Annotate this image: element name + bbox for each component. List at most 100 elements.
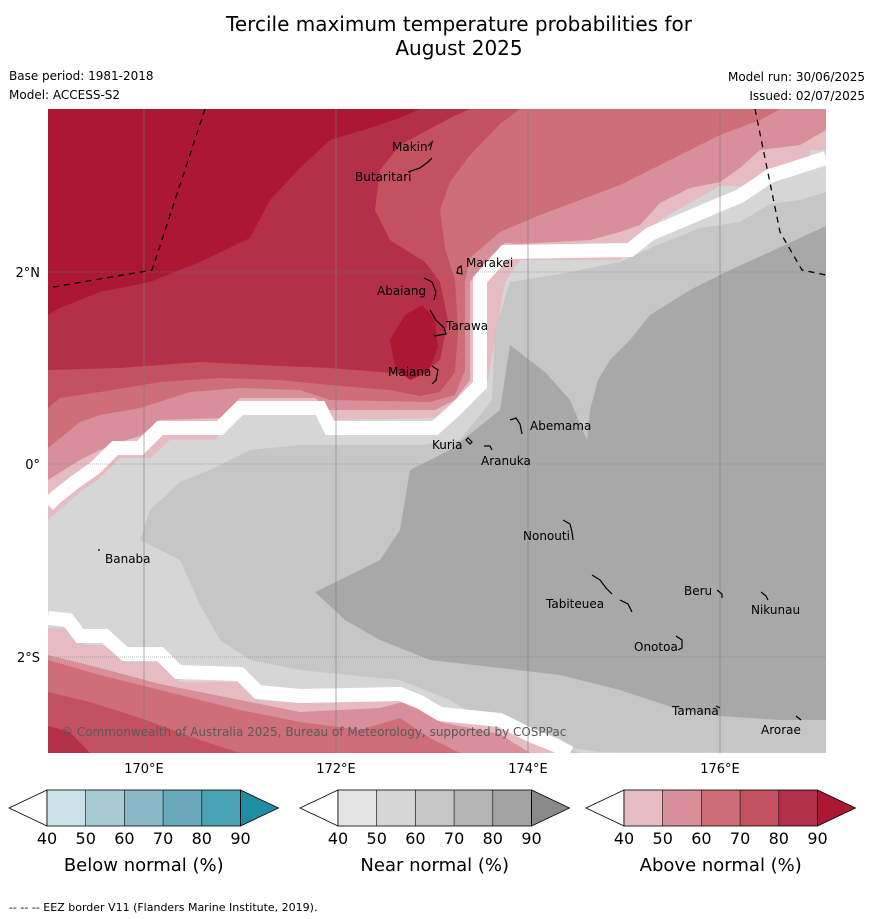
- model-run: Model run: 30/06/2025: [727, 70, 865, 84]
- near-normal-swatch: [376, 790, 416, 826]
- transition-gap-north: [48, 151, 826, 510]
- label-butaritari: Butaritari: [355, 170, 412, 184]
- transition-gap-south: [48, 611, 574, 753]
- island-butaritari: [407, 157, 433, 173]
- map-title-line2: August 2025: [395, 36, 523, 60]
- below-normal-tick-label: 90: [230, 829, 250, 848]
- label-beru: Beru: [684, 584, 712, 598]
- near-normal-tick-label: 60: [405, 829, 425, 848]
- map-title: Tercile maximum temperature probabilitie…: [0, 12, 873, 60]
- island-arorae: [795, 715, 802, 721]
- above-normal-90-core: [390, 305, 438, 380]
- lat-label-0: 0°: [25, 458, 40, 473]
- below-normal-swatch: [201, 790, 241, 826]
- label-tabiteuea: Tabiteuea: [545, 597, 604, 611]
- below-normal-tick-label: 50: [76, 829, 96, 848]
- above-normal-tick-label: 50: [653, 829, 673, 848]
- near-normal-tick-label: 50: [367, 829, 387, 848]
- above-normal-swatch: [778, 790, 818, 826]
- near-normal-70-region: [315, 226, 826, 720]
- near-normal-extend-low: [299, 789, 339, 827]
- island-nikunau: [760, 591, 769, 601]
- label-makin: Makin: [392, 140, 428, 154]
- island-maiana: [431, 365, 439, 385]
- island-makin: [427, 140, 434, 151]
- above-normal-swatch: [624, 790, 663, 826]
- island-nonouti: [562, 519, 574, 541]
- islands: [98, 140, 802, 721]
- above-normal-extend-high: [817, 789, 857, 827]
- issued-date: Issued: 02/07/2025: [749, 89, 865, 103]
- near-normal-tick-label: 90: [521, 829, 541, 848]
- label-abemama: Abemama: [530, 419, 591, 433]
- label-maiana: Maiana: [388, 365, 431, 379]
- above-normal-90-region: [48, 109, 420, 315]
- copyright-notice: © Commonwealth of Australia 2025, Bureau…: [61, 725, 566, 739]
- place-labels: Makin Butaritari Marakei Abaiang Tarawa …: [105, 140, 801, 737]
- label-arorae: Arorae: [761, 723, 801, 737]
- label-nikunau: Nikunau: [751, 603, 800, 617]
- near-normal-colorbar-title: Near normal (%): [360, 855, 509, 876]
- lon-label-174e: 174°E: [508, 762, 548, 777]
- above-normal-south-80-region: [48, 726, 90, 753]
- below-normal-extend-low: [8, 789, 48, 827]
- eez-border-east: [754, 109, 826, 276]
- eez-border: [48, 109, 826, 289]
- near-normal-tick-label: 40: [328, 829, 348, 848]
- above-normal-tick-label: 90: [807, 829, 827, 848]
- above-normal-extend-low: [585, 789, 625, 827]
- near-normal-swatch: [415, 790, 455, 826]
- above-normal-tick-label: 60: [691, 829, 711, 848]
- eez-legend-note: -- -- -- EEZ border V11 (Flanders Marine…: [9, 901, 318, 914]
- below-normal-tick-label: 70: [153, 829, 173, 848]
- above-normal-swatch: [662, 790, 702, 826]
- above-normal-colorbar: 40 50 60 70 80 90 Above normal (%): [585, 789, 857, 876]
- eez-border-west: [48, 109, 206, 289]
- label-nonouti: Nonouti: [523, 529, 570, 543]
- model-name: Model: ACCESS-S2: [9, 88, 121, 102]
- above-normal-frame: [623, 789, 818, 827]
- below-normal-extend-high: [240, 789, 280, 827]
- near-normal-swatch: [338, 790, 377, 826]
- island-onotoa: [675, 635, 683, 651]
- island-tamana: [715, 705, 721, 709]
- lon-label-176e: 176°E: [700, 762, 740, 777]
- lat-label-2s: 2°S: [17, 651, 40, 666]
- island-tabiteuea-north: [591, 574, 613, 595]
- island-beru: [716, 589, 723, 598]
- below-normal-colorbar-title: Below normal (%): [64, 855, 224, 876]
- island-kuria: [465, 437, 473, 445]
- below-normal-colorbar: 40 50 60 70 80 90 Below normal (%): [8, 789, 280, 876]
- above-normal-swatch: [701, 790, 741, 826]
- below-normal-swatch: [163, 790, 202, 826]
- label-banaba: Banaba: [105, 552, 151, 566]
- label-aranuka: Aranuka: [481, 454, 531, 468]
- island-abemama: [509, 417, 523, 435]
- above-normal-colorbar-title: Above normal (%): [640, 855, 802, 876]
- below-normal-tick-label: 60: [114, 829, 134, 848]
- label-tamana: Tamana: [671, 704, 719, 718]
- below-normal-swatch: [85, 790, 125, 826]
- base-period: Base period: 1981-2018: [9, 69, 154, 83]
- below-normal-frame: [46, 789, 241, 827]
- above-normal-tick-label: 70: [730, 829, 750, 848]
- below-normal-tick-label: 40: [37, 829, 57, 848]
- above-normal-tick-label: 80: [769, 829, 789, 848]
- below-normal-tick-label: 80: [192, 829, 212, 848]
- map-title-line1: Tercile maximum temperature probabilitie…: [226, 12, 692, 36]
- near-normal-swatch: [454, 790, 493, 826]
- below-normal-swatch: [47, 790, 86, 826]
- near-normal-swatch: [492, 790, 532, 826]
- probability-contours: Makin Butaritari Marakei Abaiang Tarawa …: [48, 109, 826, 753]
- island-aranuka: [484, 445, 493, 451]
- near-normal-colorbar: 40 50 60 70 80 90 Near normal (%): [299, 789, 571, 876]
- axis-labels: 170°E 172°E 174°E 176°E 2°N 0° 2°S: [16, 266, 740, 777]
- near-normal-tick-label: 80: [483, 829, 503, 848]
- island-marakei: [456, 264, 463, 275]
- island-tabiteuea-south: [619, 599, 633, 613]
- label-abaiang: Abaiang: [377, 284, 426, 298]
- near-normal-tick-label: 70: [444, 829, 464, 848]
- above-normal-swatch: [740, 790, 779, 826]
- label-marakei: Marakei: [466, 256, 513, 270]
